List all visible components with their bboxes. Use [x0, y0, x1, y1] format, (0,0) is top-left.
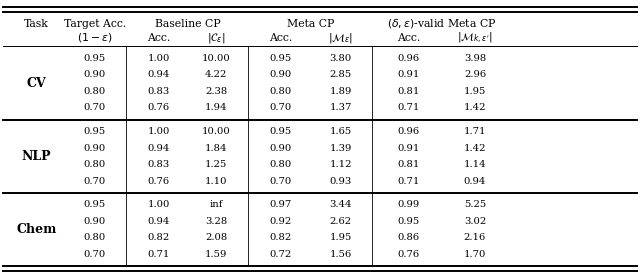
Text: 0.90: 0.90 [84, 217, 106, 226]
Text: 0.81: 0.81 [397, 87, 419, 96]
Text: 1.65: 1.65 [330, 127, 351, 136]
Text: 0.95: 0.95 [84, 200, 106, 209]
Text: 2.85: 2.85 [330, 70, 351, 79]
Text: 10.00: 10.00 [202, 54, 230, 63]
Text: 0.80: 0.80 [84, 160, 106, 169]
Text: 0.81: 0.81 [397, 160, 419, 169]
Text: 1.42: 1.42 [463, 103, 486, 112]
Text: 0.94: 0.94 [148, 70, 170, 79]
Text: 1.95: 1.95 [464, 87, 486, 96]
Text: 0.91: 0.91 [397, 70, 419, 79]
Text: 0.92: 0.92 [269, 217, 291, 226]
Text: 10.00: 10.00 [202, 127, 230, 136]
Text: Task: Task [24, 18, 49, 29]
Text: 0.76: 0.76 [148, 103, 170, 112]
Text: 0.86: 0.86 [397, 234, 419, 242]
Text: 1.95: 1.95 [330, 234, 351, 242]
Text: 3.28: 3.28 [205, 217, 227, 226]
Text: 0.95: 0.95 [269, 127, 291, 136]
Text: 3.98: 3.98 [464, 54, 486, 63]
Text: 1.42: 1.42 [463, 144, 486, 153]
Text: Meta CP: Meta CP [287, 18, 334, 29]
Text: 0.94: 0.94 [148, 144, 170, 153]
Text: $|\mathcal{M}_\epsilon|$: $|\mathcal{M}_\epsilon|$ [328, 31, 353, 45]
Text: 3.44: 3.44 [329, 200, 352, 209]
Text: 0.90: 0.90 [84, 70, 106, 79]
Text: 0.95: 0.95 [84, 54, 106, 63]
Text: 3.02: 3.02 [464, 217, 486, 226]
Text: 5.25: 5.25 [464, 200, 486, 209]
Text: Acc.: Acc. [147, 32, 170, 43]
Text: 0.90: 0.90 [269, 70, 291, 79]
Text: Chem: Chem [16, 223, 57, 236]
Text: Acc.: Acc. [397, 32, 420, 43]
Text: 1.89: 1.89 [330, 87, 351, 96]
Text: 0.94: 0.94 [148, 217, 170, 226]
Text: 0.71: 0.71 [148, 250, 170, 259]
Text: $(1 - \epsilon)$: $(1 - \epsilon)$ [77, 31, 113, 44]
Text: NLP: NLP [22, 150, 51, 163]
Text: 1.71: 1.71 [463, 127, 486, 136]
Text: Baseline CP: Baseline CP [155, 18, 220, 29]
Text: $|\mathcal{C}_\epsilon|$: $|\mathcal{C}_\epsilon|$ [207, 31, 226, 45]
Text: 0.99: 0.99 [397, 200, 419, 209]
Text: 1.59: 1.59 [205, 250, 227, 259]
Text: 0.80: 0.80 [269, 160, 291, 169]
Text: 0.80: 0.80 [84, 234, 106, 242]
Text: 1.00: 1.00 [148, 200, 170, 209]
Text: 0.76: 0.76 [397, 250, 419, 259]
Text: 0.83: 0.83 [148, 160, 170, 169]
Text: Acc.: Acc. [269, 32, 292, 43]
Text: 0.82: 0.82 [269, 234, 291, 242]
Text: 1.94: 1.94 [205, 103, 228, 112]
Text: 0.70: 0.70 [269, 177, 291, 186]
Text: 0.96: 0.96 [397, 54, 419, 63]
Text: 0.71: 0.71 [397, 177, 419, 186]
Text: 2.08: 2.08 [205, 234, 227, 242]
Text: 0.80: 0.80 [269, 87, 291, 96]
Text: 0.90: 0.90 [84, 144, 106, 153]
Text: 0.93: 0.93 [330, 177, 351, 186]
Text: 0.82: 0.82 [148, 234, 170, 242]
Text: 4.22: 4.22 [205, 70, 227, 79]
Text: CV: CV [27, 76, 46, 90]
Text: 0.70: 0.70 [269, 103, 291, 112]
Text: 0.70: 0.70 [84, 103, 106, 112]
Text: 1.12: 1.12 [329, 160, 352, 169]
Text: 1.84: 1.84 [205, 144, 228, 153]
Text: 1.00: 1.00 [148, 54, 170, 63]
Text: 2.16: 2.16 [464, 234, 486, 242]
Text: 2.38: 2.38 [205, 87, 227, 96]
Text: 1.56: 1.56 [330, 250, 351, 259]
Text: 0.70: 0.70 [84, 177, 106, 186]
Text: 1.39: 1.39 [330, 144, 351, 153]
Text: 2.96: 2.96 [464, 70, 486, 79]
Text: 1.00: 1.00 [148, 127, 170, 136]
Text: 0.76: 0.76 [148, 177, 170, 186]
Text: 0.83: 0.83 [148, 87, 170, 96]
Text: 0.95: 0.95 [269, 54, 291, 63]
Text: 0.94: 0.94 [464, 177, 486, 186]
Text: 0.72: 0.72 [269, 250, 291, 259]
Text: 3.80: 3.80 [330, 54, 351, 63]
Text: 1.14: 1.14 [463, 160, 486, 169]
Text: 1.10: 1.10 [205, 177, 228, 186]
Text: 1.70: 1.70 [464, 250, 486, 259]
Text: 0.80: 0.80 [84, 87, 106, 96]
Text: 0.95: 0.95 [397, 217, 419, 226]
Text: 0.91: 0.91 [397, 144, 419, 153]
Text: 0.96: 0.96 [397, 127, 419, 136]
Text: inf: inf [209, 200, 223, 209]
Text: 1.37: 1.37 [330, 103, 351, 112]
Text: 0.70: 0.70 [84, 250, 106, 259]
Text: 1.25: 1.25 [205, 160, 227, 169]
Text: 2.62: 2.62 [330, 217, 351, 226]
Text: 0.71: 0.71 [397, 103, 419, 112]
Text: Target Acc.: Target Acc. [63, 18, 126, 29]
Text: 0.90: 0.90 [269, 144, 291, 153]
Text: $(\delta, \epsilon)$-valid Meta CP: $(\delta, \epsilon)$-valid Meta CP [387, 17, 497, 30]
Text: $|\mathcal{M}_{k,\epsilon^\prime}|$: $|\mathcal{M}_{k,\epsilon^\prime}|$ [457, 30, 493, 45]
Text: 0.95: 0.95 [84, 127, 106, 136]
Text: 0.97: 0.97 [269, 200, 291, 209]
